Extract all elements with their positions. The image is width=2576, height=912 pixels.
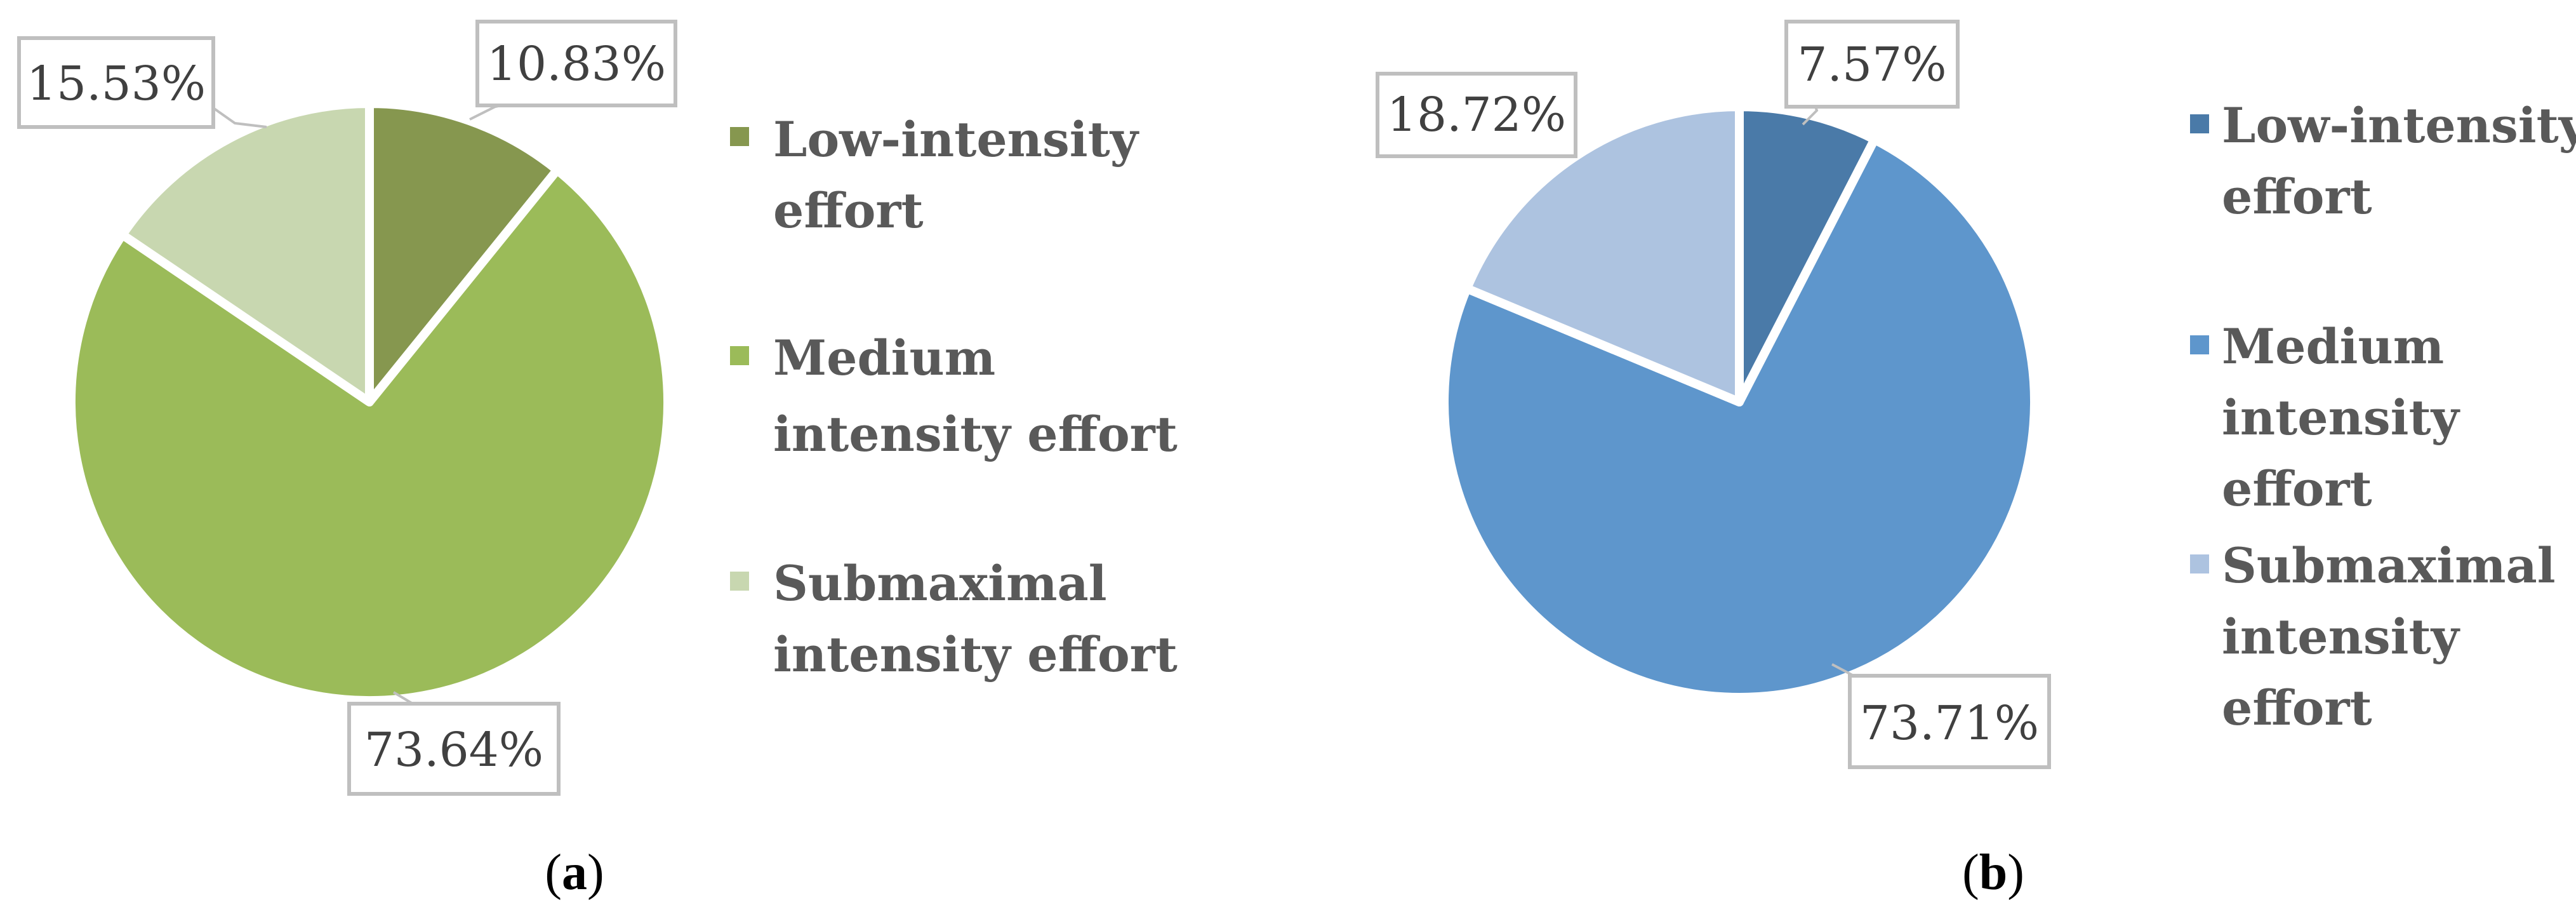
data-label-box-low-b [1784,20,1960,109]
leader-line-submaximal-a [212,107,267,128]
legend-label-medium-a-line1: Medium [773,330,995,386]
legend-label-medium-a-line2: intensity effort [773,406,1178,462]
legend-label-low-a-line2: effort [773,182,924,239]
data-label-submaximal-a: 15.53% [27,57,206,111]
legend-label-medium-b-line2: intensity [2222,389,2460,446]
pie-slice-medium-intensity-b [1440,135,2039,702]
legend-label-submaximal-b-line3: effort [2222,680,2372,736]
legend-label-medium-b-line3: effort [2222,460,2372,517]
pie-chart-a: 10.83% 15.53% 73.64% Low-intensity effor… [17,20,1178,901]
data-label-box-submaximal-b [1376,72,1577,158]
data-label-submaximal-b: 18.72% [1387,88,1566,142]
legend-b: Low-intensity effort Medium intensity ef… [2190,97,2576,736]
caption-b: (b) [1962,845,2024,901]
data-label-box-submaximal-a [17,36,215,129]
legend-label-submaximal-b-line2: intensity [2222,608,2460,665]
legend-swatch-medium-b [2190,335,2209,354]
legend-label-medium-b-line1: Medium [2222,318,2444,375]
data-label-box-low-a [475,20,677,107]
legend-a: Low-intensity effort Medium intensity ef… [730,111,1178,683]
legend-label-low-a-line1: Low-intensity [773,111,1139,168]
caption-a: (a) [545,845,604,901]
data-label-box-medium-b [1848,674,2051,769]
pie-chart-b: 7.57% 18.72% 73.71% Low-intensity effort… [1376,20,2576,901]
legend-swatch-low-a [730,127,749,146]
legend-label-submaximal-b-line1: Submaximal [2222,537,2556,594]
data-label-medium-a: 73.64% [364,723,543,777]
legend-label-submaximal-a-line1: Submaximal [773,555,1107,612]
caption-letter-b: b [1979,845,2008,901]
data-label-medium-b: 73.71% [1860,696,2039,751]
legend-label-low-b-line1: Low-intensity [2222,97,2576,154]
data-label-low-a: 10.83% [487,37,666,91]
pie-slice-submaximal-intensity-a [117,99,374,406]
legend-swatch-submaximal-b [2190,554,2209,573]
pie-slice-low-intensity-a [365,99,562,406]
legend-swatch-submaximal-a [730,572,749,591]
legend-swatch-medium-a [730,346,749,365]
data-label-low-b: 7.57% [1797,37,1946,92]
caption-letter-a: a [562,845,587,901]
data-label-box-medium-a [347,702,561,796]
legend-label-submaximal-a-line2: intensity effort [773,626,1178,683]
legend-swatch-low-b [2190,114,2209,133]
legend-label-low-b-line2: effort [2222,168,2372,225]
